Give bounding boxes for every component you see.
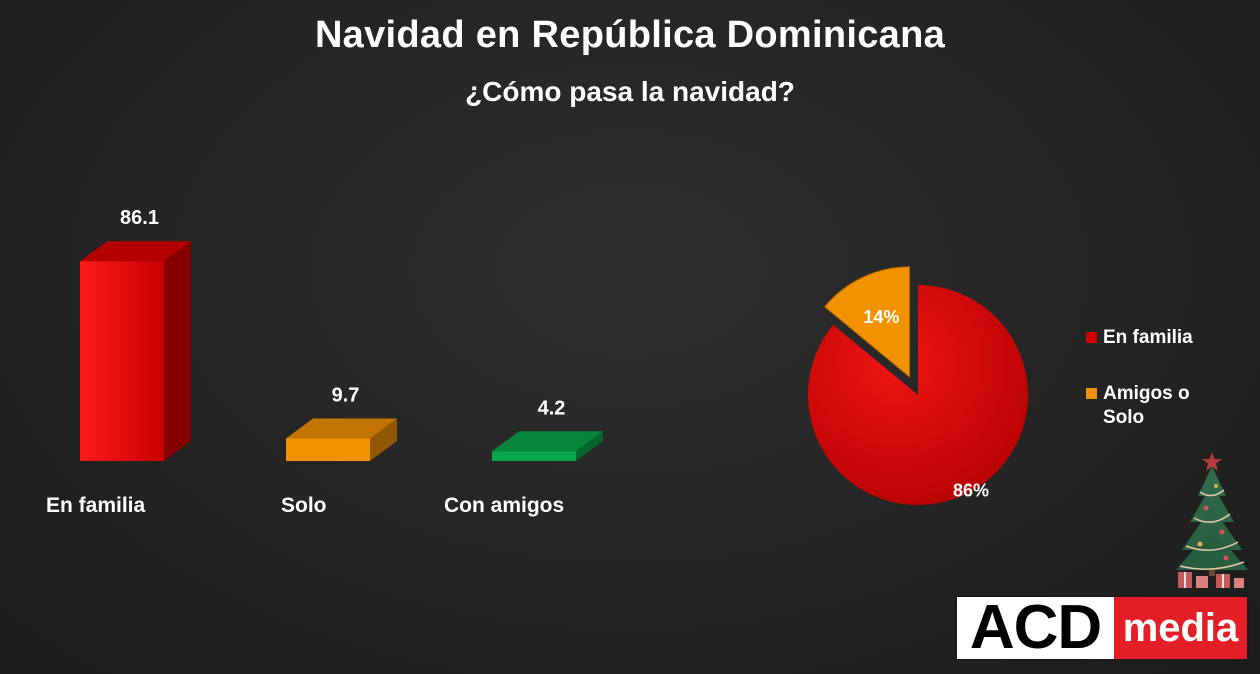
bar-side-solo — [370, 418, 397, 461]
bar-front-con-amigos — [492, 451, 576, 461]
bar-top-en-familia — [80, 241, 191, 262]
christmas-tree-icon — [1176, 452, 1248, 588]
legend-item-amigos-o-solo: Amigos o Solo — [1086, 382, 1196, 430]
bar-value-label-en-familia: 86.1 — [120, 207, 159, 229]
bar-con-amigos — [492, 431, 603, 461]
bar-category-label-en-familia: En familia — [46, 494, 146, 517]
bar-front-en-familia — [80, 261, 164, 461]
bar-en-familia — [80, 241, 191, 461]
bar-value-label-solo: 9.7 — [332, 384, 360, 406]
bar-side-con-amigos — [576, 431, 603, 461]
bar-side-en-familia — [164, 241, 191, 461]
chart-title: Navidad en República Dominicana — [314, 14, 946, 56]
pie-value-label-amigos-o-solo: 14% — [863, 307, 899, 327]
bar-top-con-amigos — [492, 431, 603, 452]
legend-item-en-familia: En familia — [1086, 326, 1193, 350]
bar-top-solo — [286, 418, 397, 439]
legend-swatch-amigos-o-solo — [1086, 388, 1097, 399]
legend-label-en-familia: En familia — [1103, 327, 1193, 348]
pie-value-label-en-familia: 86% — [953, 481, 989, 501]
bar-front-solo — [286, 438, 370, 461]
bar-category-label-con-amigos: Con amigos — [444, 494, 564, 517]
legend-swatch-en-familia — [1086, 332, 1097, 343]
logo-media-text: media — [1114, 597, 1247, 659]
chart-subtitle: ¿Cómo pasa la navidad? — [465, 76, 795, 107]
logo-acd-text: ACD — [957, 597, 1114, 659]
bar-value-label-con-amigos: 4.2 — [538, 397, 566, 419]
legend-label-amigos-o-solo: Amigos o Solo — [1103, 383, 1190, 428]
bar-solo — [286, 418, 397, 461]
bar-category-label-solo: Solo — [281, 494, 327, 517]
pie-slice-en-familia — [807, 285, 1028, 505]
acd-media-logo: ACD media — [955, 595, 1249, 661]
pie-slice-amigos-o-solo — [824, 266, 910, 378]
